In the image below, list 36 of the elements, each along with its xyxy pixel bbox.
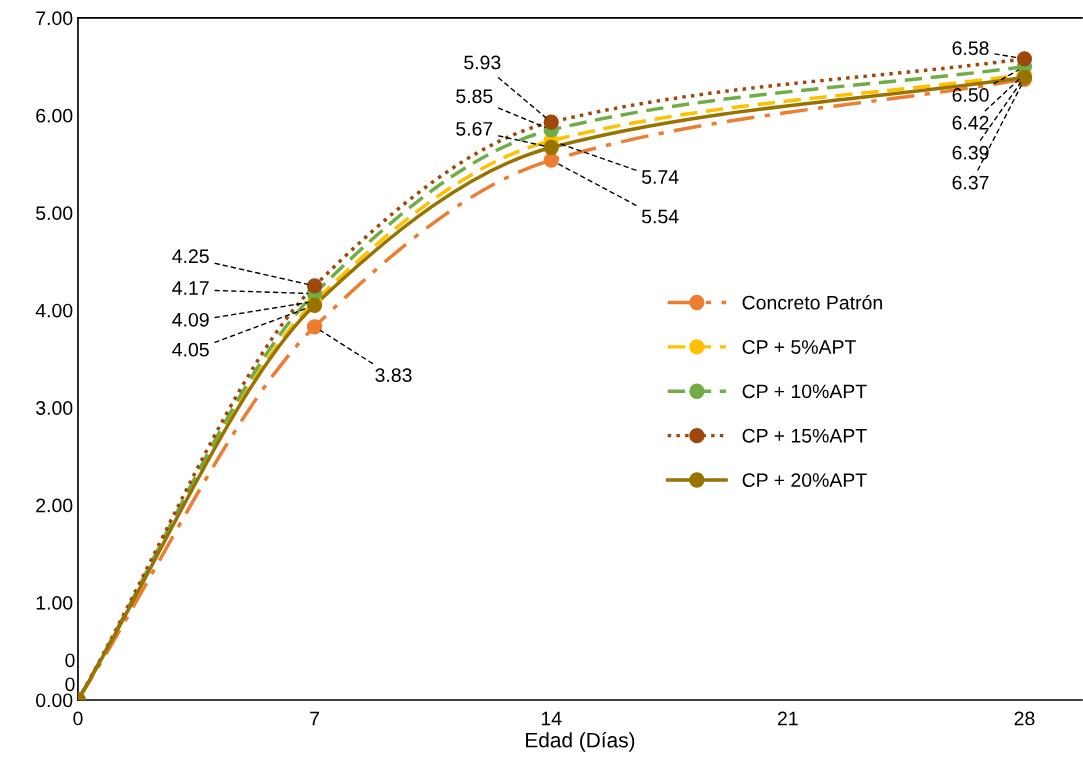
legend-label: Concreto Patrón [742,294,882,310]
data-label: 5.93 [464,55,501,70]
x-tick-label: 0 [73,711,83,726]
data-label: 4.25 [172,249,209,264]
x-axis-title: Edad (Días) [526,731,635,752]
legend-label: CP + 20%APT [742,473,867,488]
data-label: 3.83 [375,368,412,382]
legend-label: CP + 10%APT [742,384,867,399]
data-label: 6.58 [952,41,989,56]
x-tick-label: 14 [541,711,562,726]
data-label: 0 [65,677,75,692]
y-tick-label: 1.00 [36,596,73,610]
y-tick-label: 0.00 [36,693,73,708]
data-label: 6.39 [952,145,989,160]
x-tick-label: 28 [1014,711,1035,726]
data-label: 4.17 [172,281,209,295]
data-label: 6.50 [952,88,989,102]
data-label: 5.67 [456,121,493,136]
data-label: 5.74 [641,170,679,184]
data-label: 6.37 [952,175,989,190]
data-label: 4.05 [172,342,209,357]
data-label: 0 [65,653,75,668]
x-tick-label: 7 [310,711,320,726]
data-label: 6.42 [952,115,989,130]
y-tick-label: 3.00 [36,401,73,415]
data-label: 5.85 [456,89,493,104]
y-tick-label: 2.00 [36,498,73,513]
data-label: 5.54 [641,209,679,224]
y-tick-label: 6.00 [36,108,73,123]
legend-label: CP + 5%APT [742,340,856,354]
x-tick-label: 21 [778,711,798,726]
legend-label: CP + 15%APT [742,428,867,443]
data-label: 4.09 [172,312,209,327]
y-tick-label: 4.00 [35,303,73,318]
y-tick-label: 7.00 [36,11,73,26]
y-tick-label: 5.00 [36,206,73,221]
